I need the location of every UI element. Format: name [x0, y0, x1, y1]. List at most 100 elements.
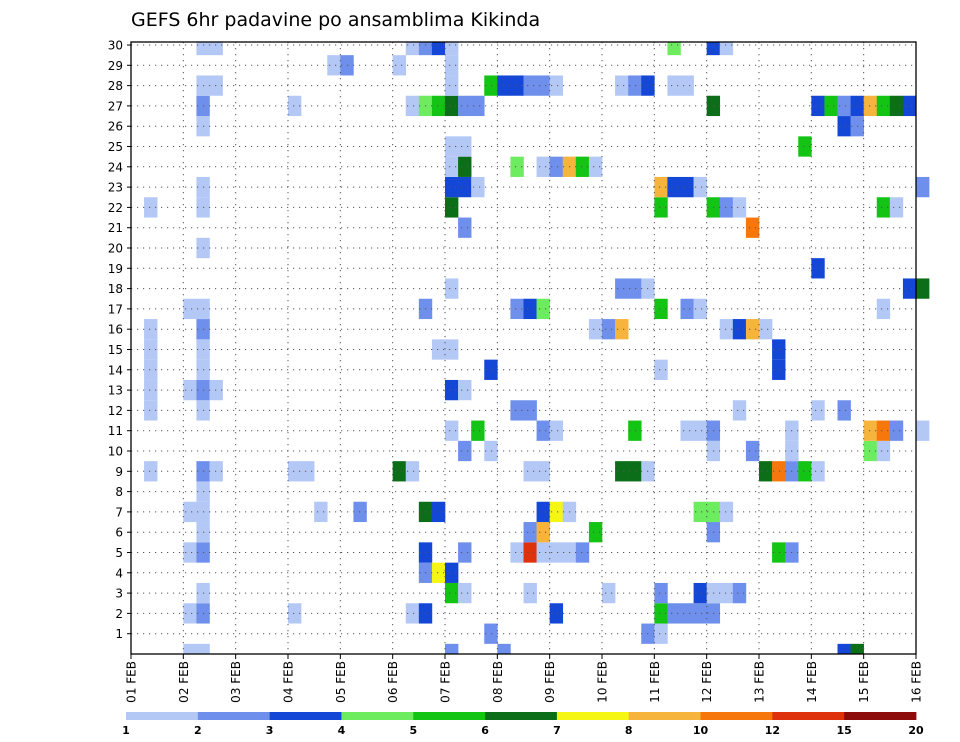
- precip-cell: [889, 420, 904, 441]
- precip-cell: [798, 461, 812, 482]
- precip-cell: [288, 461, 302, 482]
- precip-cell: [628, 420, 642, 441]
- cells-layer: [144, 42, 930, 654]
- x-tick-label: 03 FEB: [229, 661, 243, 703]
- colorbar-label: 12: [765, 724, 780, 737]
- precip-cell: [536, 522, 550, 543]
- colorbar-swatch: [628, 712, 701, 720]
- colorbar-legend: 1 2 3 4 5 6 7 8 10 12 15 20: [122, 712, 924, 737]
- precip-cell: [445, 379, 459, 401]
- precip-cell: [876, 298, 891, 320]
- precip-cell: [719, 582, 734, 604]
- precip-cell: [837, 400, 851, 421]
- precip-cell: [445, 176, 459, 198]
- precip-cell: [209, 42, 223, 56]
- precip-cell: [144, 400, 158, 421]
- precip-cell: [431, 42, 446, 56]
- x-tick-label: 15 FEB: [857, 661, 871, 703]
- precip-cell: [183, 643, 197, 654]
- precip-cell: [772, 359, 786, 380]
- precip-cell: [536, 75, 550, 96]
- precip-cell: [510, 298, 524, 320]
- y-tick-label: 24: [108, 160, 123, 174]
- y-tick-label: 15: [108, 343, 123, 357]
- colorbar-label: 7: [553, 724, 561, 737]
- y-tick-label: 23: [108, 181, 123, 195]
- precip-cell: [536, 461, 550, 482]
- precip-cell: [549, 542, 564, 563]
- precip-cell: [314, 501, 328, 523]
- precip-cell: [680, 75, 694, 96]
- colorbar-label: 20: [908, 724, 924, 737]
- precip-cell: [798, 136, 812, 157]
- precip-cell: [654, 298, 668, 320]
- precip-cell: [654, 582, 668, 604]
- precip-cell: [824, 95, 838, 117]
- precip-cell: [602, 319, 616, 340]
- precip-cell: [431, 95, 446, 117]
- y-tick-label: 1: [115, 627, 123, 641]
- y-tick-label: 17: [108, 302, 123, 316]
- x-tick-label: 07 FEB: [439, 661, 453, 703]
- precip-cell: [144, 461, 158, 482]
- precip-cell: [183, 379, 197, 401]
- colorbar-label: 3: [266, 724, 274, 737]
- precip-cell: [445, 156, 459, 177]
- precip-cell: [549, 156, 564, 177]
- precip-cell: [458, 440, 472, 462]
- colorbar-swatch: [341, 712, 414, 720]
- colorbar-swatch: [269, 712, 342, 720]
- precip-cell: [471, 176, 485, 198]
- y-tick-label: 26: [108, 120, 123, 134]
- precip-cell: [484, 359, 498, 380]
- precip-cell: [615, 75, 629, 96]
- precip-cell: [458, 176, 472, 198]
- precip-cell: [405, 42, 420, 56]
- precip-cell: [549, 501, 564, 523]
- precip-cell: [431, 339, 446, 360]
- chart-title: GEFS 6hr padavine po ansamblima Kikinda: [131, 9, 540, 31]
- precip-cell: [732, 400, 747, 421]
- precip-cell: [902, 95, 917, 117]
- precip-cell: [183, 603, 197, 624]
- y-axis-labels: 1234567891011121314151617181920212223242…: [108, 39, 131, 641]
- y-tick-label: 19: [108, 262, 123, 276]
- precip-cell: [615, 319, 629, 340]
- precip-cell: [876, 420, 891, 441]
- plot-frame: [130, 41, 917, 655]
- precip-cell: [916, 420, 930, 441]
- precip-cell: [301, 461, 315, 482]
- precip-cell: [445, 55, 459, 76]
- precip-cell: [405, 461, 420, 482]
- y-tick-label: 30: [108, 39, 123, 53]
- precip-cell: [288, 95, 302, 117]
- precip-cell: [654, 603, 668, 624]
- precip-cell: [445, 562, 459, 583]
- y-tick-label: 25: [108, 140, 123, 154]
- precip-cell: [445, 582, 459, 604]
- precip-cell: [772, 339, 786, 360]
- precip-cell: [811, 258, 825, 279]
- precip-cell: [876, 95, 891, 117]
- precip-cell: [667, 603, 681, 624]
- precip-cell: [706, 42, 721, 56]
- precip-cell: [837, 643, 851, 654]
- y-tick-label: 7: [115, 505, 123, 519]
- y-tick-label: 8: [115, 485, 123, 499]
- precip-cell: [523, 461, 537, 482]
- y-tick-label: 22: [108, 201, 123, 215]
- precip-cell: [418, 42, 433, 56]
- precip-cell: [588, 319, 603, 340]
- precip-cell: [392, 55, 407, 76]
- colorbar-swatch: [413, 712, 486, 720]
- x-tick-label: 14 FEB: [805, 661, 819, 703]
- precip-cell: [837, 116, 851, 137]
- precip-cell: [628, 461, 642, 482]
- precip-cell: [680, 176, 694, 198]
- precip-cell: [523, 75, 537, 96]
- precip-cell: [916, 176, 930, 198]
- precip-cell: [628, 75, 642, 96]
- x-tick-label: 01 FEB: [125, 661, 139, 703]
- precip-cell: [811, 95, 825, 117]
- precip-cell: [536, 298, 550, 320]
